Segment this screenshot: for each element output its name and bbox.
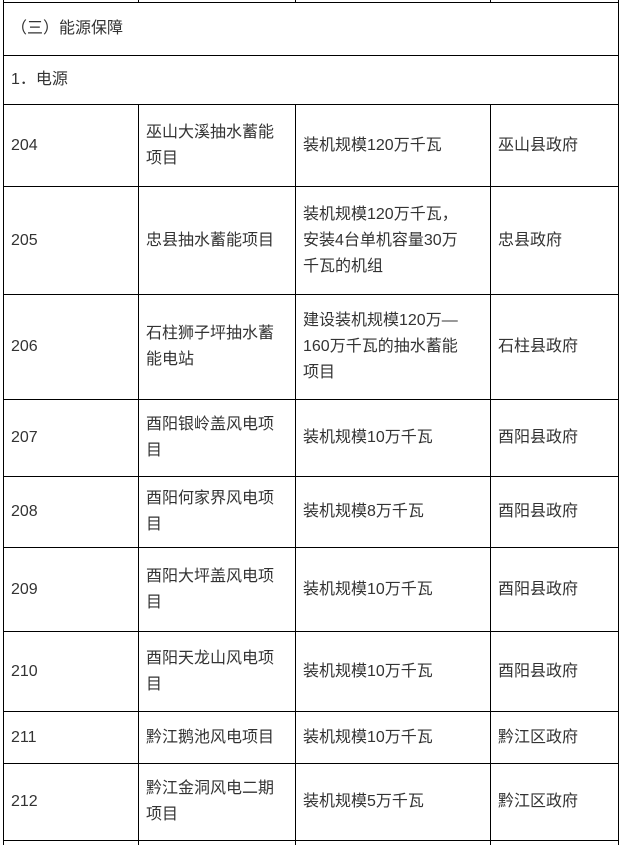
cell-number: 207 bbox=[3, 399, 139, 477]
table-row: 212 黔江金洞风电二期项目 装机规模5万千瓦 黔江区政府 bbox=[3, 763, 619, 841]
cell-responsible-gov: 黔江区政府 bbox=[490, 711, 619, 764]
cell-number: 204 bbox=[3, 104, 139, 187]
cell-scale-text: 装机规模120万千瓦 bbox=[303, 136, 442, 154]
cell-responsible-gov: 黔江区政府 bbox=[490, 763, 619, 841]
cell-project-name: 黔江鹅池风电项目 bbox=[138, 711, 296, 764]
subsection-header: 1．电源 bbox=[3, 55, 619, 105]
cell-scale: 装机规模120万千瓦，安装4台单机容量30万千瓦的机组 bbox=[295, 186, 491, 295]
cell-responsible-gov-text: 酉阳县政府 bbox=[498, 429, 579, 446]
cell-responsible-gov-text: 石柱县政府 bbox=[498, 338, 579, 355]
cell-number: 212 bbox=[3, 763, 139, 841]
cell-responsible-gov-text: 酉阳县政府 bbox=[498, 580, 579, 598]
cell-project-name-text: 石柱狮子坪抽水蓄能电站 bbox=[146, 325, 275, 368]
empty-cell bbox=[138, 840, 296, 845]
cell-project-name-text: 黔江鹅池风电项目 bbox=[146, 728, 275, 746]
cell-project-name: 酉阳银岭盖风电项目 bbox=[138, 399, 296, 477]
cell-number: 205 bbox=[3, 186, 139, 295]
cell-responsible-gov: 石柱县政府 bbox=[490, 294, 619, 400]
cell-responsible-gov-text: 酉阳县政府 bbox=[498, 662, 579, 680]
cell-number-text: 211 bbox=[11, 728, 37, 746]
cell-project-name: 酉阳天龙山风电项目 bbox=[138, 631, 296, 712]
empty-cell bbox=[490, 840, 619, 845]
table-row: 206 石柱狮子坪抽水蓄能电站 建设装机规模120万—160万千瓦的抽水蓄能项目 石柱… bbox=[3, 294, 619, 400]
cell-responsible-gov-text: 黔江区政府 bbox=[498, 728, 579, 746]
projects-table: （三）能源保障 1．电源 204 巫山大溪抽水蓄能项目 装机规模120万千瓦 巫山县政… bbox=[3, 0, 619, 845]
cell-number-text: 209 bbox=[11, 580, 38, 598]
cell-scale: 装机规模120万千瓦 bbox=[295, 104, 491, 187]
cell-responsible-gov: 酉阳县政府 bbox=[490, 547, 619, 632]
cell-responsible-gov-text: 忠县政府 bbox=[498, 231, 563, 249]
cell-project-name: 石柱狮子坪抽水蓄能电站 bbox=[138, 294, 296, 400]
cell-number-text: 204 bbox=[11, 136, 38, 154]
cell-number-text: 205 bbox=[11, 231, 38, 249]
cell-project-name: 黔江金洞风电二期项目 bbox=[138, 763, 296, 841]
subsection-header-row: 1．电源 bbox=[3, 55, 619, 105]
table-row: 207 酉阳银岭盖风电项目 装机规模10万千瓦 酉阳县政府 bbox=[3, 399, 619, 477]
cell-scale-text: 装机规模10万千瓦 bbox=[303, 662, 433, 680]
cell-project-name-text: 酉阳天龙山风电项目 bbox=[146, 649, 275, 693]
section-header-row: （三）能源保障 bbox=[3, 2, 619, 56]
cell-scale: 装机规模10万千瓦 bbox=[295, 631, 491, 712]
cell-scale: 装机规模5万千瓦 bbox=[295, 763, 491, 841]
empty-cell bbox=[295, 840, 491, 845]
cell-scale-text: 装机规模8万千瓦 bbox=[303, 503, 424, 520]
cell-project-name: 酉阳何家界风电项目 bbox=[138, 476, 296, 548]
cell-project-name: 忠县抽水蓄能项目 bbox=[138, 186, 296, 295]
cell-responsible-gov-text: 巫山县政府 bbox=[498, 136, 579, 154]
cell-project-name-text: 黔江金洞风电二期项目 bbox=[146, 780, 275, 823]
empty-cell bbox=[3, 840, 139, 845]
cell-responsible-gov: 酉阳县政府 bbox=[490, 399, 619, 477]
cell-scale: 装机规模10万千瓦 bbox=[295, 547, 491, 632]
cell-number-text: 207 bbox=[11, 429, 38, 446]
next-row-clipped bbox=[3, 840, 619, 845]
cell-number-text: 210 bbox=[11, 662, 38, 680]
cell-project-name: 巫山大溪抽水蓄能项目 bbox=[138, 104, 296, 187]
table-row: 211 黔江鹅池风电项目 装机规模10万千瓦 黔江区政府 bbox=[3, 711, 619, 764]
section-header: （三）能源保障 bbox=[3, 2, 619, 56]
cell-responsible-gov: 酉阳县政府 bbox=[490, 631, 619, 712]
cell-project-name-text: 酉阳大坪盖风电项目 bbox=[146, 567, 275, 611]
cell-scale-text: 装机规模10万千瓦 bbox=[303, 429, 433, 446]
cell-number-text: 212 bbox=[11, 793, 38, 810]
cell-number: 206 bbox=[3, 294, 139, 400]
cell-number: 210 bbox=[3, 631, 139, 712]
table-row: 205 忠县抽水蓄能项目 装机规模120万千瓦，安装4台单机容量30万千瓦的机组 忠县… bbox=[3, 186, 619, 295]
cell-responsible-gov: 酉阳县政府 bbox=[490, 476, 619, 548]
cell-responsible-gov-text: 黔江区政府 bbox=[498, 793, 579, 810]
cell-scale-text: 装机规模5万千瓦 bbox=[303, 793, 424, 810]
table-row: 208 酉阳何家界风电项目 装机规模8万千瓦 酉阳县政府 bbox=[3, 476, 619, 548]
cell-responsible-gov-text: 酉阳县政府 bbox=[498, 503, 579, 520]
cell-project-name: 酉阳大坪盖风电项目 bbox=[138, 547, 296, 632]
cell-scale: 建设装机规模120万—160万千瓦的抽水蓄能项目 bbox=[295, 294, 491, 400]
cell-scale-text: 装机规模10万千瓦 bbox=[303, 580, 433, 598]
cell-number: 209 bbox=[3, 547, 139, 632]
cell-scale: 装机规模10万千瓦 bbox=[295, 711, 491, 764]
cell-scale-text: 装机规模10万千瓦 bbox=[303, 728, 433, 746]
cell-number-text: 206 bbox=[11, 338, 38, 355]
cell-responsible-gov: 巫山县政府 bbox=[490, 104, 619, 187]
cell-project-name-text: 忠县抽水蓄能项目 bbox=[146, 231, 275, 249]
cell-project-name-text: 酉阳银岭盖风电项目 bbox=[146, 416, 275, 459]
cell-scale-text: 装机规模120万千瓦，安装4台单机容量30万千瓦的机组 bbox=[303, 205, 458, 275]
table-row: 209 酉阳大坪盖风电项目 装机规模10万千瓦 酉阳县政府 bbox=[3, 547, 619, 632]
cell-scale-text: 建设装机规模120万—160万千瓦的抽水蓄能项目 bbox=[303, 312, 458, 381]
cell-number: 211 bbox=[3, 711, 139, 764]
cell-project-name-text: 酉阳何家界风电项目 bbox=[146, 490, 275, 533]
table-row: 204 巫山大溪抽水蓄能项目 装机规模120万千瓦 巫山县政府 bbox=[3, 104, 619, 187]
cell-number-text: 208 bbox=[11, 503, 38, 520]
cell-project-name-text: 巫山大溪抽水蓄能项目 bbox=[146, 123, 275, 167]
table-row: 210 酉阳天龙山风电项目 装机规模10万千瓦 酉阳县政府 bbox=[3, 631, 619, 712]
cell-scale: 装机规模10万千瓦 bbox=[295, 399, 491, 477]
cell-scale: 装机规模8万千瓦 bbox=[295, 476, 491, 548]
cell-number: 208 bbox=[3, 476, 139, 548]
cell-responsible-gov: 忠县政府 bbox=[490, 186, 619, 295]
